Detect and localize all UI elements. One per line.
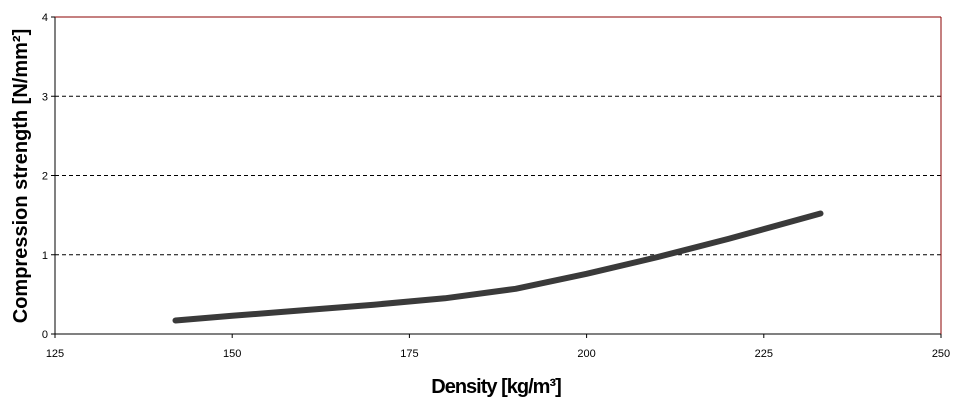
x-tick-label-225: 225 [755, 348, 773, 360]
y-tick-label-2: 2 [42, 171, 48, 183]
y-tick-label-3: 3 [42, 91, 48, 103]
y-tick-label-4: 4 [42, 12, 48, 24]
y-axis-label: Compression strength [N/mm²] [10, 29, 32, 323]
x-tick-label-150: 150 [223, 348, 241, 360]
y-tick-labels: 0 1 2 3 4 [42, 12, 48, 341]
y-tick-label-1: 1 [42, 250, 48, 262]
x-tick-labels: 125 150 175 200 225 250 [46, 348, 950, 360]
series-layer [172, 210, 824, 324]
series-line-1 [172, 210, 824, 324]
x-tick-label-175: 175 [400, 348, 418, 360]
x-tick-label-200: 200 [577, 348, 595, 360]
x-tick-label-250: 250 [932, 348, 950, 360]
x-tick-label-125: 125 [46, 348, 64, 360]
y-tick-label-0: 0 [42, 329, 48, 341]
plot-frame [51, 16, 942, 338]
x-axis-label: Density [kg/m³] [431, 376, 561, 398]
